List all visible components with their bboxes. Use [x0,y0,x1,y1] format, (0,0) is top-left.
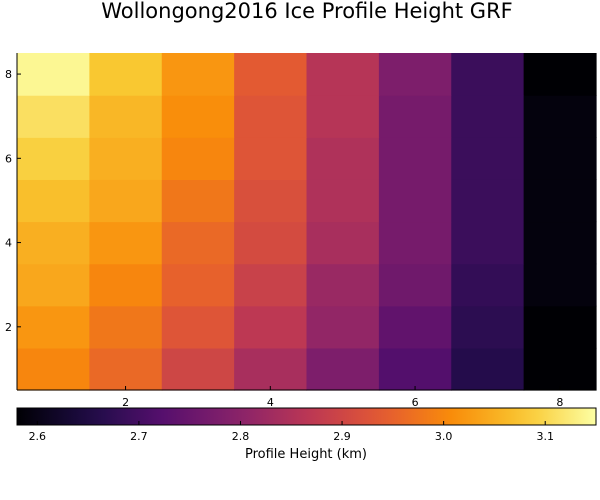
heatmap-cell [161,53,235,96]
heatmap-cell [378,263,452,307]
heatmap-cell [17,347,90,391]
y-tick-label: 2 [5,321,12,334]
heatmap-cell [17,137,90,180]
heatmap-cell [234,305,308,349]
heatmap-cell [378,305,452,349]
heatmap-cell [378,347,452,391]
heatmap-cell [306,263,380,307]
heatmap-cell [306,221,380,265]
colorbar-tick-label: 3.1 [536,430,554,443]
heatmap-cell [17,305,90,349]
heatmap-cell [89,53,163,96]
heatmap-cell [523,347,597,391]
heatmap-cell [234,179,308,223]
heatmap-cell [451,347,525,391]
y-tick-label: 6 [5,152,12,165]
heatmap-cell [89,221,163,265]
heatmap-cell [523,221,597,265]
heatmap-cell [161,263,235,307]
heatmap-cell [234,263,308,307]
plot-axes: 2 4 6 8 2 4 6 8 [5,53,596,409]
heatmap-cell [523,179,597,223]
heatmap-cell [378,95,452,138]
colorbar-tick-label: 2.6 [29,430,47,443]
heatmap-cell [234,221,308,265]
heatmap-cell [306,137,380,180]
heatmap-cell [17,53,90,96]
heatmap-cell [89,137,163,180]
heatmap-cells [17,53,597,391]
heatmap-cell [89,179,163,223]
heatmap-cell [306,305,380,349]
heatmap-cell [89,305,163,349]
x-tick-label: 6 [412,396,419,409]
heatmap-cell [89,347,163,391]
heatmap-cell [161,221,235,265]
heatmap-cell [523,95,597,138]
heatmap-cell [306,347,380,391]
x-tick-label: 2 [122,396,129,409]
heatmap-cell [523,137,597,180]
colorbar-tick-label: 2.9 [333,430,351,443]
y-tick-label: 8 [5,68,12,81]
heatmap-cell [17,179,90,223]
heatmap-cell [378,179,452,223]
heatmap-cell [451,95,525,138]
colorbar-label: Profile Height (km) [245,447,367,462]
heatmap-cell [451,179,525,223]
heatmap-cell [161,95,235,138]
heatmap-cell [234,347,308,391]
heatmap-cell [89,263,163,307]
heatmap-cell [161,137,235,180]
heatmap-cell [17,95,90,138]
heatmap-cell [378,53,452,96]
heatmap-cell [523,263,597,307]
heatmap-cell [523,53,597,96]
colorbar-tick-label: 2.8 [232,430,250,443]
heatmap-cell [161,305,235,349]
colorbar: 2.6 2.7 2.8 2.9 3.0 3.1 [16,407,597,443]
colorbar-gradient [16,407,597,426]
heatmap-cell [378,137,452,180]
heatmap-cell [234,137,308,180]
heatmap-cell [234,95,308,138]
heatmap-cell [451,221,525,265]
heatmap-cell [523,305,597,349]
heatmap-cell [451,305,525,349]
heatmap-cell [306,179,380,223]
chart-title: Wollongong2016 Ice Profile Height GRF [101,0,513,23]
colorbar-tick-label: 3.0 [435,430,453,443]
x-tick-label: 8 [556,396,563,409]
heatmap-cell [161,347,235,391]
x-tick-label: 4 [267,396,274,409]
heatmap-cell [234,53,308,96]
colorbar-tick-label: 2.7 [130,430,148,443]
heatmap-cell [89,95,163,138]
y-tick-label: 4 [5,237,12,250]
heatmap-cell [17,221,90,265]
heatmap-cell [17,263,90,307]
heatmap-cell [451,263,525,307]
heatmap-cell [306,53,380,96]
heatmap-cell [451,137,525,180]
heatmap-cell [306,95,380,138]
heatmap-cell [161,179,235,223]
heatmap-cell [451,53,525,96]
heatmap-cell [378,221,452,265]
